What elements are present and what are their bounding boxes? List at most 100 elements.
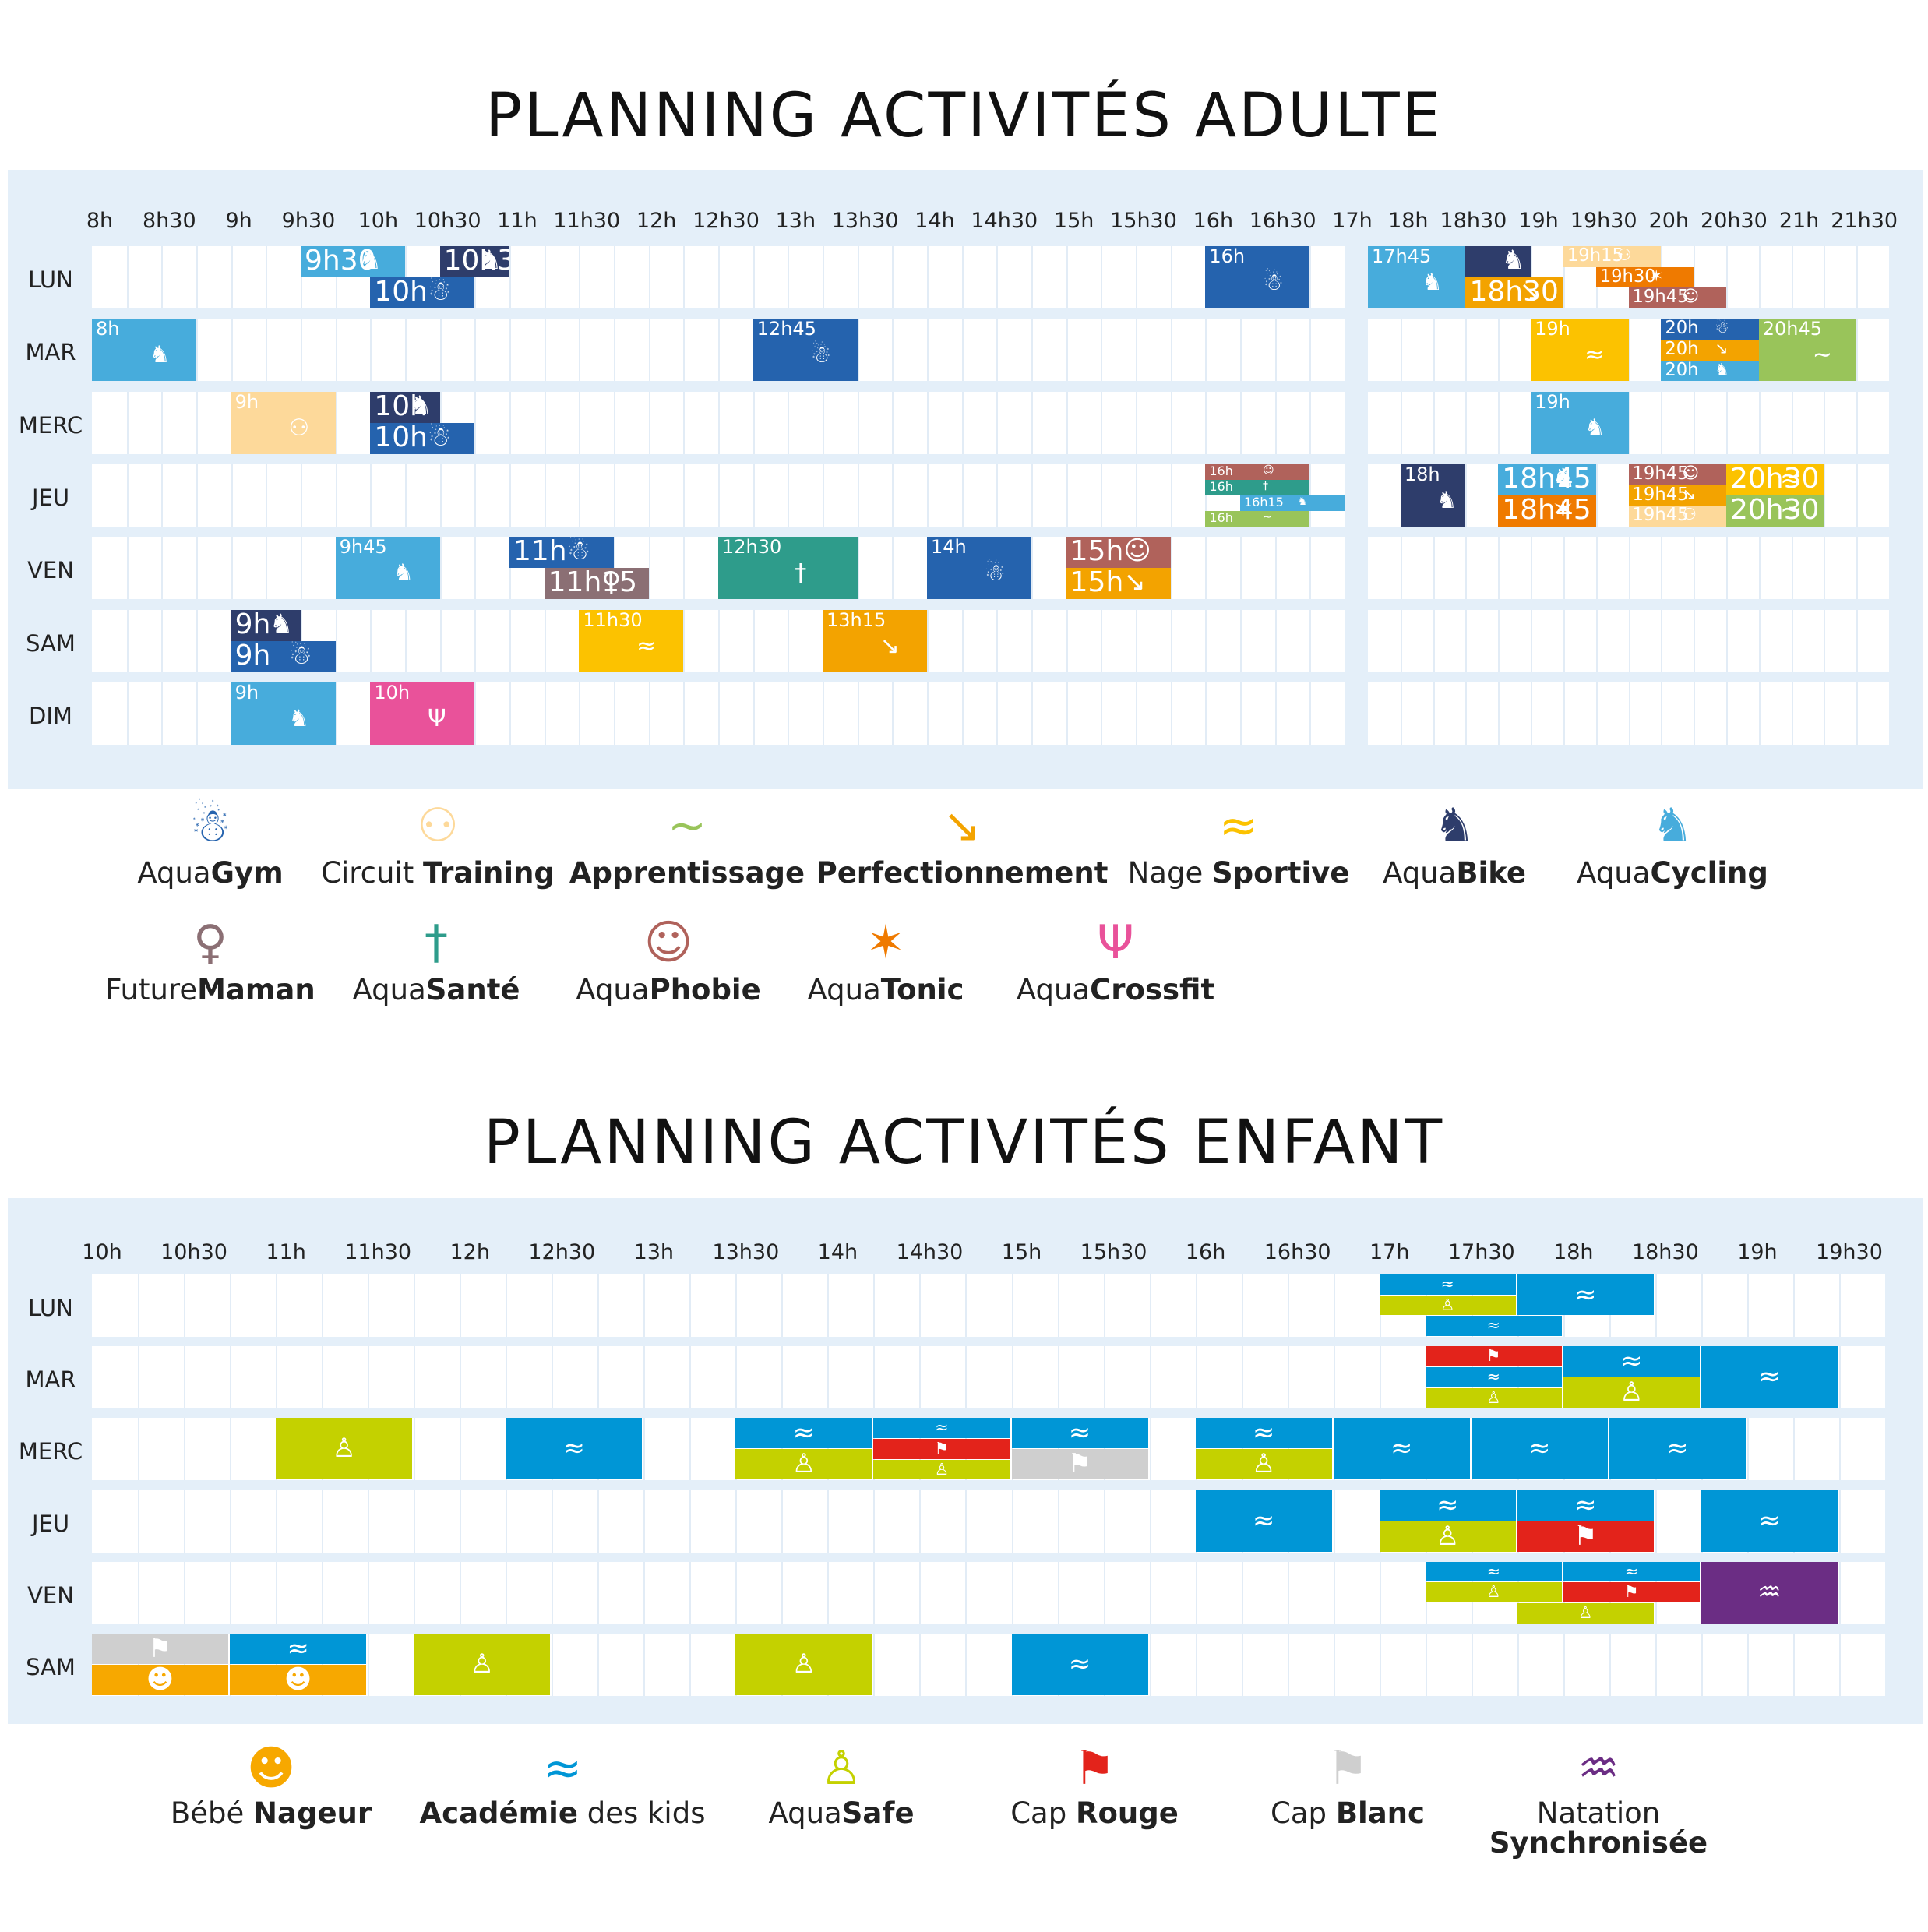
grid-line: [927, 319, 929, 382]
activity-block-apprentissage[interactable]: 20h30 ∼: [1725, 495, 1824, 527]
activity-block-aquasafe[interactable]: ♙: [735, 1449, 872, 1480]
activity-block-academie[interactable]: ≈: [1425, 1561, 1562, 1582]
grid-line: [1792, 1274, 1795, 1337]
activity-block-circuit[interactable]: 9h ⚇: [231, 391, 336, 454]
activity-block-aquabike[interactable]: 18h ♞: [1400, 464, 1466, 527]
activity-block-aquacycling[interactable]: 9h45 ♞: [335, 537, 440, 600]
activity-block-aquacycling[interactable]: 20h ♞: [1661, 360, 1759, 382]
activity-block-aquatonic[interactable]: 19h30 ✶: [1595, 266, 1694, 288]
activity-block-aquasafe[interactable]: ♙: [1195, 1449, 1332, 1480]
activity-block-aquacycling[interactable]: 18h45 ♞: [1498, 464, 1596, 495]
activity-block-aquasafe[interactable]: ♙: [1379, 1295, 1516, 1316]
activity-block-academie[interactable]: ≈: [1563, 1561, 1700, 1582]
activity-block-aquasafe[interactable]: ♙: [1425, 1582, 1562, 1603]
activity-block-aquabike[interactable]: 10h30♞: [439, 246, 509, 277]
activity-block-academie[interactable]: ≈: [1333, 1418, 1470, 1480]
activity-block-academie[interactable]: ≈: [1195, 1418, 1332, 1449]
activity-block-aquagym[interactable]: 12h45 ☃: [753, 319, 858, 382]
legend-prefix: Aqua: [807, 973, 881, 1007]
activity-block-aquacycling[interactable]: 19h ♞: [1531, 391, 1629, 454]
activity-block-academie[interactable]: ≈: [1425, 1316, 1562, 1336]
activity-block-aquasafe[interactable]: ♙: [276, 1418, 413, 1480]
activity-block-aquatonic[interactable]: 18h45 ✶: [1498, 495, 1596, 527]
activity-block-perfectionnement[interactable]: 18h30 ↘: [1465, 277, 1563, 308]
activity-block-academie[interactable]: ≈: [506, 1418, 643, 1480]
activity-block-apprentissage[interactable]: 20h45 ∼: [1758, 319, 1857, 382]
activity-block-aquacrossfit[interactable]: 10h Ψ: [370, 682, 475, 745]
activity-block-caprouge[interactable]: ⚑: [1425, 1346, 1562, 1366]
activity-block-aquacycling[interactable]: 17h45 ♞: [1368, 246, 1466, 308]
activity-block-aquaphobie[interactable]: 19h45 ☺: [1628, 287, 1726, 308]
activity-block-aquacycling[interactable]: 9h ♞: [231, 682, 336, 745]
activity-block-academie[interactable]: ≈: [1379, 1490, 1516, 1521]
activity-block-aquasafe[interactable]: ♙: [735, 1634, 872, 1695]
activity-block-academie[interactable]: ≈: [1425, 1366, 1562, 1387]
activity-block-aquabike[interactable]: 10h ♞: [370, 391, 440, 423]
activity-block-futuremaman[interactable]: 11h15 ♀: [544, 568, 649, 600]
activity-block-aquacycling[interactable]: 8h ♞: [92, 319, 196, 382]
activity-block-academie[interactable]: ≈: [1195, 1490, 1332, 1552]
activity-block-academie[interactable]: ≈: [1701, 1346, 1838, 1408]
activity-block-aquasafe[interactable]: ♙: [1425, 1387, 1562, 1408]
activity-block-academie[interactable]: ≈: [230, 1634, 367, 1664]
activity-block-aquaphobie[interactable]: 15h ☺: [1066, 537, 1171, 569]
grid-line: [827, 1346, 830, 1409]
activity-block-academie[interactable]: ≈: [1701, 1490, 1838, 1552]
activity-block-academie[interactable]: ≈: [1379, 1274, 1516, 1295]
hour-label: 21h: [1778, 209, 1820, 233]
activity-block-synchro[interactable]: ♒: [1701, 1561, 1838, 1624]
grid-line: [1595, 464, 1598, 527]
activity-block-capblanc[interactable]: ⚑: [1011, 1449, 1148, 1480]
grid-line: [823, 246, 824, 308]
activity-block-aquabike[interactable]: 9h ♞: [231, 609, 301, 641]
activity-block-aquasafe[interactable]: ♙: [414, 1634, 551, 1695]
activity-block-aquasante[interactable]: 12h30 †: [718, 537, 858, 600]
activity-block-academie[interactable]: ≈: [735, 1418, 872, 1449]
activity-block-sportive[interactable]: 11h30 ≈: [579, 609, 684, 672]
activity-block-aquagym[interactable]: 14h ☃: [927, 537, 1031, 600]
activity-block-caprouge[interactable]: ⚑: [1563, 1582, 1700, 1603]
activity-block-circuit[interactable]: 19h15 ⚇: [1563, 246, 1662, 267]
activity-block-sportive[interactable]: 20h30 ≈: [1725, 464, 1824, 495]
activity-block-academie[interactable]: ≈: [1517, 1274, 1654, 1316]
activity-block-academie[interactable]: ≈: [1011, 1634, 1148, 1695]
activity-block-academie[interactable]: ≈: [873, 1418, 1010, 1439]
activity-block-aquacycling[interactable]: 9h30 ♞: [301, 246, 405, 277]
activity-block-bebe[interactable]: ☻: [230, 1665, 367, 1695]
activity-block-perfectionnement[interactable]: 13h15 ↘: [823, 609, 927, 672]
activity-block-apprentissage[interactable]: 16h ∼: [1205, 510, 1310, 527]
activity-block-aquagym[interactable]: 16h ☃: [1205, 246, 1310, 308]
activity-block-aquasafe[interactable]: ♙: [1563, 1377, 1700, 1408]
day-label: MAR: [25, 1366, 76, 1394]
activity-block-aquasafe[interactable]: ♙: [1517, 1603, 1654, 1624]
activity-block-academie[interactable]: ≈: [1517, 1490, 1654, 1521]
activity-block-capblanc[interactable]: ⚑: [92, 1634, 229, 1664]
activity-block-academie[interactable]: ≈: [1609, 1418, 1746, 1480]
hour-label: 9h: [225, 209, 252, 233]
block-time: 18h45: [1502, 495, 1591, 526]
activity-block-caprouge[interactable]: ⚑: [873, 1439, 1010, 1459]
activity-block-academie[interactable]: ≈: [1011, 1418, 1148, 1449]
activity-block-aquagym[interactable]: 9h ☃: [231, 640, 336, 672]
activity-block-aquagym[interactable]: 11h ☃: [509, 537, 614, 569]
activity-block-aquasafe[interactable]: ♙: [1379, 1521, 1516, 1552]
activity-block-aquagym[interactable]: 10h ☃: [370, 422, 475, 454]
activity-block-sportive[interactable]: 19h ≈: [1531, 319, 1629, 382]
activity-block-perfectionnement[interactable]: 15h ↘: [1066, 568, 1171, 600]
activity-block-academie[interactable]: ≈: [1563, 1346, 1700, 1377]
activity-block-caprouge[interactable]: ⚑: [1517, 1521, 1654, 1552]
activity-block-perfectionnement[interactable]: 20h ↘: [1661, 339, 1759, 361]
activity-block-aquacycling[interactable]: 16h15 ♞: [1240, 495, 1345, 511]
activity-block-aquaphobie[interactable]: 19h45 ☺: [1628, 464, 1726, 485]
activity-block-bebe[interactable]: ☻: [92, 1665, 229, 1695]
activity-block-academie[interactable]: ≈: [1471, 1418, 1608, 1480]
activity-block-aquagym[interactable]: 20h ☃: [1661, 319, 1759, 340]
activity-block-aquagym[interactable]: 10h ☃: [370, 277, 475, 308]
activity-block-aquabike[interactable]: ♞: [1465, 246, 1531, 277]
activity-block-aquasafe[interactable]: ♙: [873, 1459, 1010, 1480]
grid-line: [1103, 1274, 1105, 1337]
activity-block-aquasante[interactable]: 16h †: [1205, 479, 1310, 495]
activity-block-perfectionnement[interactable]: 19h45 ↘: [1628, 485, 1726, 506]
activity-block-circuit[interactable]: 19h45 ⚇: [1628, 506, 1726, 527]
activity-block-aquaphobie[interactable]: 16h ☺: [1205, 464, 1310, 480]
